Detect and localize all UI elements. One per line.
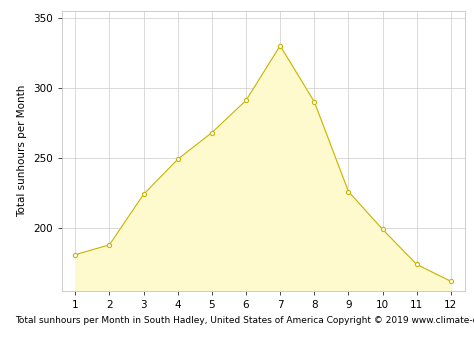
Y-axis label: Total sunhours per Month: Total sunhours per Month (17, 85, 27, 217)
X-axis label: Total sunhours per Month in South Hadley, United States of America Copyright © 2: Total sunhours per Month in South Hadley… (15, 316, 474, 325)
